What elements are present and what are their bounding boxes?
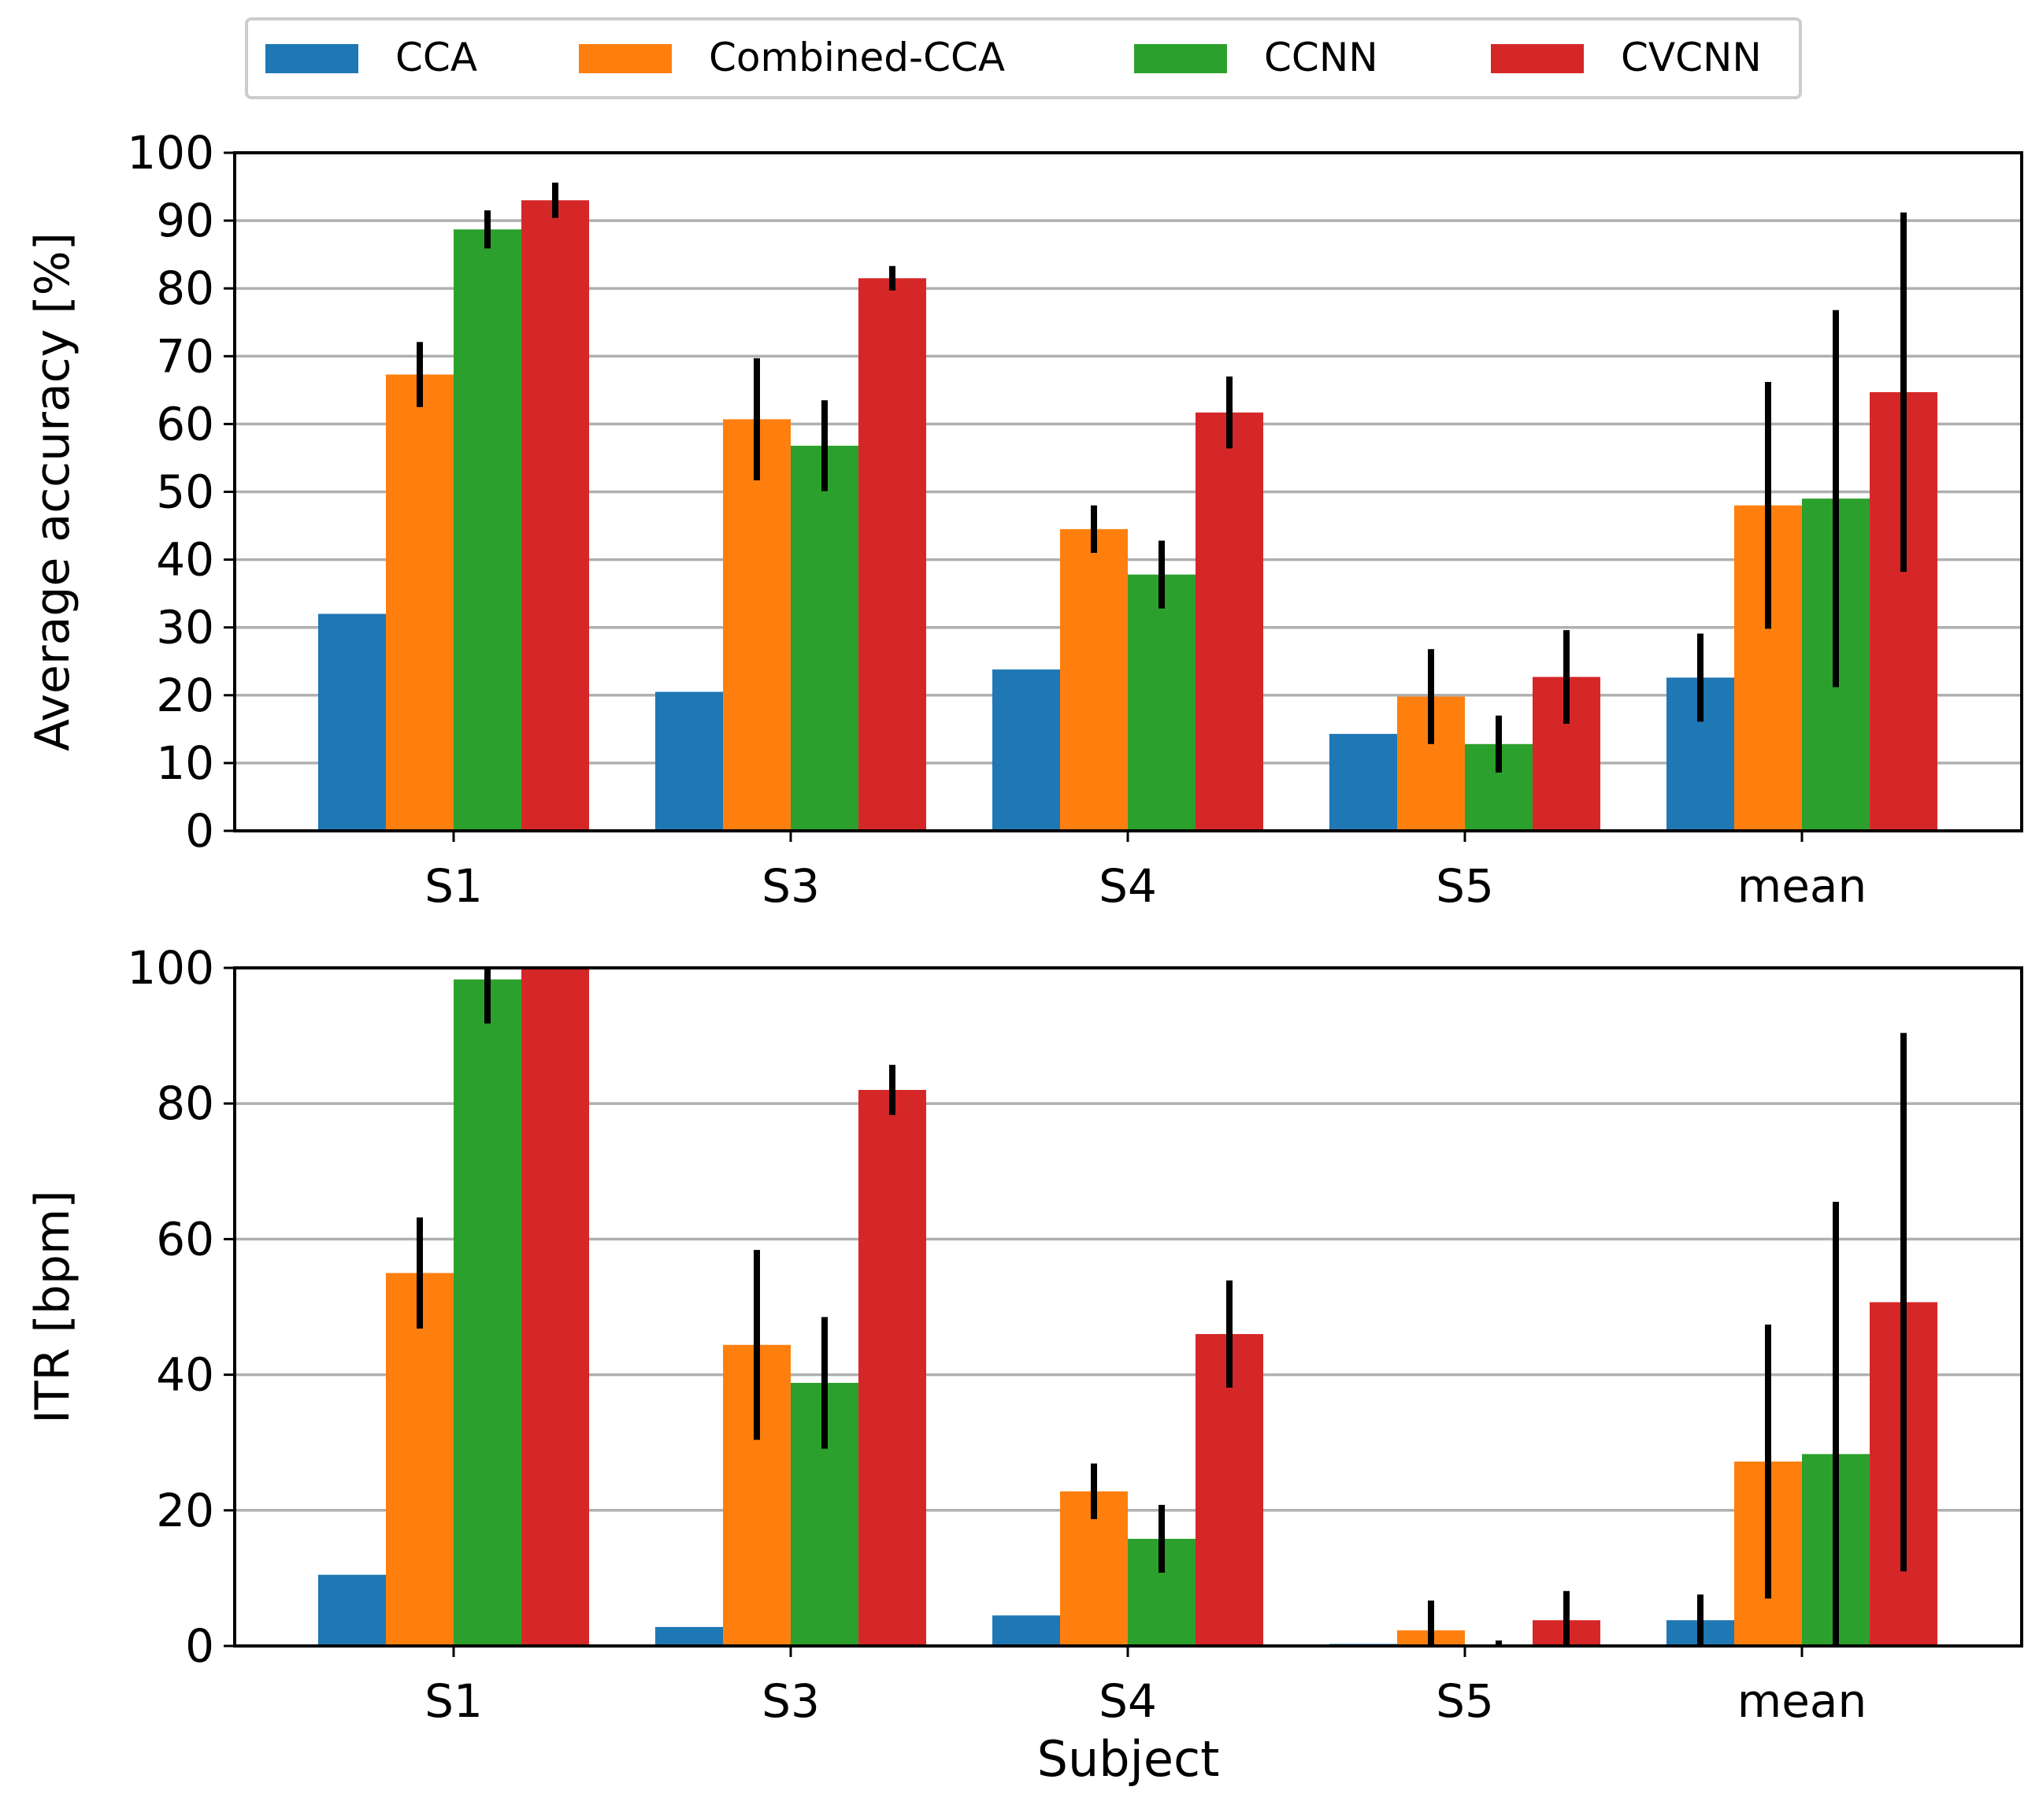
bar-combined-cca-s4: [1060, 528, 1128, 831]
bar-combined-cca-s3: [723, 419, 791, 831]
bar-cca-s3: [655, 691, 723, 831]
x-tick-label-s5: S5: [1436, 859, 1494, 913]
y-tick-label-30: 30: [156, 601, 214, 654]
legend-swatch-cca: [265, 44, 358, 73]
legend-frame: [245, 17, 1802, 99]
x-axis-label: Subject: [1037, 1730, 1220, 1788]
bar-ccnn-s4: [1128, 574, 1196, 831]
legend-swatch-cvcnn: [1491, 44, 1584, 73]
x-tick-label-mean: mean: [1737, 859, 1867, 913]
bar-ccnn-s3: [791, 445, 858, 831]
bar-cvcnn-s3: [858, 1089, 926, 1646]
y-tick-label-60: 60: [156, 397, 214, 450]
legend-label-cvcnn: CVCNN: [1621, 35, 1762, 80]
legend-label-ccnn: CCNN: [1264, 35, 1378, 80]
bar-cca-s4: [992, 1615, 1060, 1646]
legend: CCA Combined-CCA CCNN CVCNN: [245, 17, 1802, 99]
bar-cca-s1: [318, 613, 386, 831]
x-tick-label-s1: S1: [424, 1674, 483, 1728]
y-tick-label-90: 90: [156, 194, 214, 247]
y-tick-label-0: 0: [185, 804, 214, 858]
y-axis-label: ITR [bpm]: [25, 1190, 80, 1424]
bar-ccnn-s1: [454, 979, 521, 1646]
legend-swatch-combined-cca: [579, 44, 672, 73]
bar-ccnn-s1: [454, 229, 521, 832]
y-tick-label-40: 40: [156, 533, 214, 587]
legend-label-cca: CCA: [395, 35, 477, 80]
y-tick-label-10: 10: [156, 736, 214, 790]
x-tick-label-s3: S3: [762, 1674, 820, 1728]
y-tick-label-100: 100: [127, 941, 214, 995]
bar-cvcnn-s1: [521, 200, 589, 831]
x-tick-label-s5: S5: [1436, 1674, 1494, 1728]
legend-label-combined-cca: Combined-CCA: [709, 35, 1005, 80]
x-tick-label-s3: S3: [762, 859, 820, 913]
y-tick-label-50: 50: [156, 465, 214, 519]
y-tick-label-80: 80: [156, 261, 214, 315]
accuracy-panel: 0 10 20 30 40 50 60 70 80 90 100 S1 S3 S4 S5 mean Averag…: [25, 126, 2023, 913]
itr-panel: 0 20 40 60 80 100 S1 S3 S4 S5 mean ITR [bpm] Subject: [25, 941, 2023, 1788]
x-tick-label-s1: S1: [424, 859, 483, 913]
bar-cca-s1: [318, 1574, 386, 1646]
x-tick-label-mean: mean: [1737, 1674, 1867, 1728]
y-tick-label-0: 0: [185, 1619, 214, 1673]
x-tick-label-s4: S4: [1099, 1674, 1157, 1728]
bar-cvcnn-s1: [521, 968, 589, 1646]
y-tick-label-60: 60: [156, 1212, 214, 1266]
y-tick-label-80: 80: [156, 1077, 214, 1130]
bar-cca-s3: [655, 1626, 723, 1646]
legend-swatch-ccnn: [1134, 44, 1227, 73]
y-tick-label-70: 70: [156, 329, 214, 383]
x-tick-label-s4: S4: [1099, 859, 1157, 913]
y-tick-label-40: 40: [156, 1348, 214, 1402]
y-tick-label-20: 20: [156, 669, 214, 722]
y-axis-label: Average accuracy [%]: [25, 232, 80, 751]
bar-cca-s5: [1329, 733, 1397, 831]
y-tick-label-100: 100: [127, 126, 214, 180]
y-tick-label-20: 20: [156, 1484, 214, 1537]
bar-combined-cca-s1: [386, 1273, 454, 1646]
bar-cvcnn-s3: [858, 278, 926, 831]
bar-cvcnn-s4: [1196, 412, 1263, 831]
bar-cca-s4: [992, 669, 1060, 831]
bar-combined-cca-s1: [386, 374, 454, 831]
